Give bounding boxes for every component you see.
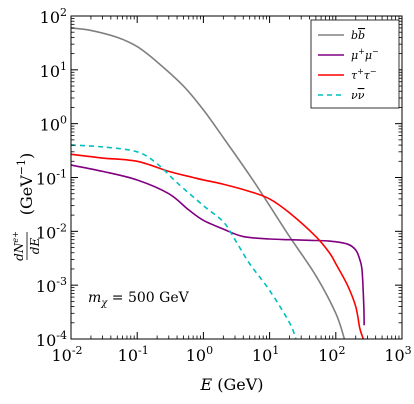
legend-label-2: τ+τ−: [351, 67, 377, 82]
legend-label-3: νν: [351, 89, 365, 102]
series-line-2: [71, 153, 365, 339]
y-tick-label: 101: [40, 60, 67, 81]
legend: bb μ+μ− τ+τ− νν: [310, 19, 400, 109]
x-tick-label: 100: [186, 344, 213, 365]
y-tick-label: 10-1: [36, 168, 67, 189]
x-axis-title: E (GeV): [199, 375, 263, 394]
x-tick-label: 103: [384, 344, 411, 365]
x-tick-label: 10-2: [51, 344, 82, 365]
svg-text:dNe+: dNe+: [11, 231, 26, 261]
svg-text:dE: dE: [28, 238, 42, 255]
y-tick-label: 10-2: [36, 221, 67, 242]
y-tick-label: 10-3: [36, 275, 67, 296]
legend-label-1: μ+μ−: [351, 47, 379, 62]
y-tick-label: 102: [40, 6, 67, 27]
tick-labels: 10-2 10-1 100 101 102 103 10-4 10-3 10-2 10-1 100 1…: [36, 6, 412, 365]
x-tick-label: 101: [252, 344, 279, 365]
series-curves: [71, 27, 365, 339]
y-tick-label: 100: [40, 114, 67, 135]
series-line-1: [71, 164, 365, 326]
svg-text:(GeV−1): (GeV−1): [15, 153, 36, 216]
y-tick-label: 10-4: [36, 329, 67, 350]
axis-ticks: [70, 15, 403, 340]
x-tick-label: 102: [318, 344, 345, 365]
series-line-3: [71, 144, 297, 339]
x-tick-label: 10-1: [118, 344, 149, 365]
mass-annotation: mχ = 500 GeV: [88, 290, 190, 309]
series-line-0: [71, 27, 346, 339]
legend-label-0: bb: [351, 29, 365, 42]
